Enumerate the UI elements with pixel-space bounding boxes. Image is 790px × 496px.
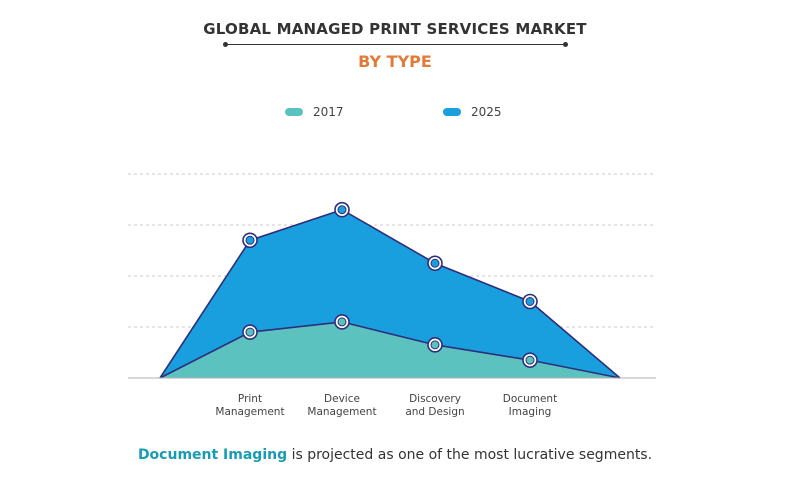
area-series-2017 [160,321,620,378]
legend: 2017 2025 [0,105,790,125]
caption-highlight: Document Imaging [137,447,288,463]
x-tick-label: Print Management [215,393,284,418]
line-series-2017 [159,321,621,379]
point-2025 [337,205,347,215]
x-tick-label: Document Imaging [503,393,557,418]
point-2017 [430,340,440,350]
legend-label-2017: 2017 [313,105,344,119]
title-underline [223,42,568,47]
x-tick-label: Device Management [307,393,376,418]
legend-item-2017: 2017 [285,105,344,119]
chart-subtitle: BY TYPE [358,52,432,71]
point-2025 [430,258,440,268]
caption-text: is projected as one of the most lucrativ… [287,447,653,463]
caption: Document Imaging is projected as one of … [0,447,790,463]
point-2017 [337,317,347,327]
legend-swatch-2017 [285,108,303,116]
legend-item-2025: 2025 [443,105,502,119]
line-series-2025 [159,208,621,379]
point-2017 [245,327,255,337]
point-2017 [525,355,535,365]
x-tick-label: Discovery and Design [405,393,464,418]
point-2025 [245,235,255,245]
legend-label-2025: 2025 [471,105,502,119]
area-chart: Print Management Device Management Discovery… [128,173,656,418]
legend-swatch-2025 [443,108,461,116]
chart-title: GLOBAL MANAGED PRINT SERVICES MARKET [203,20,587,38]
point-2025 [525,297,535,306]
